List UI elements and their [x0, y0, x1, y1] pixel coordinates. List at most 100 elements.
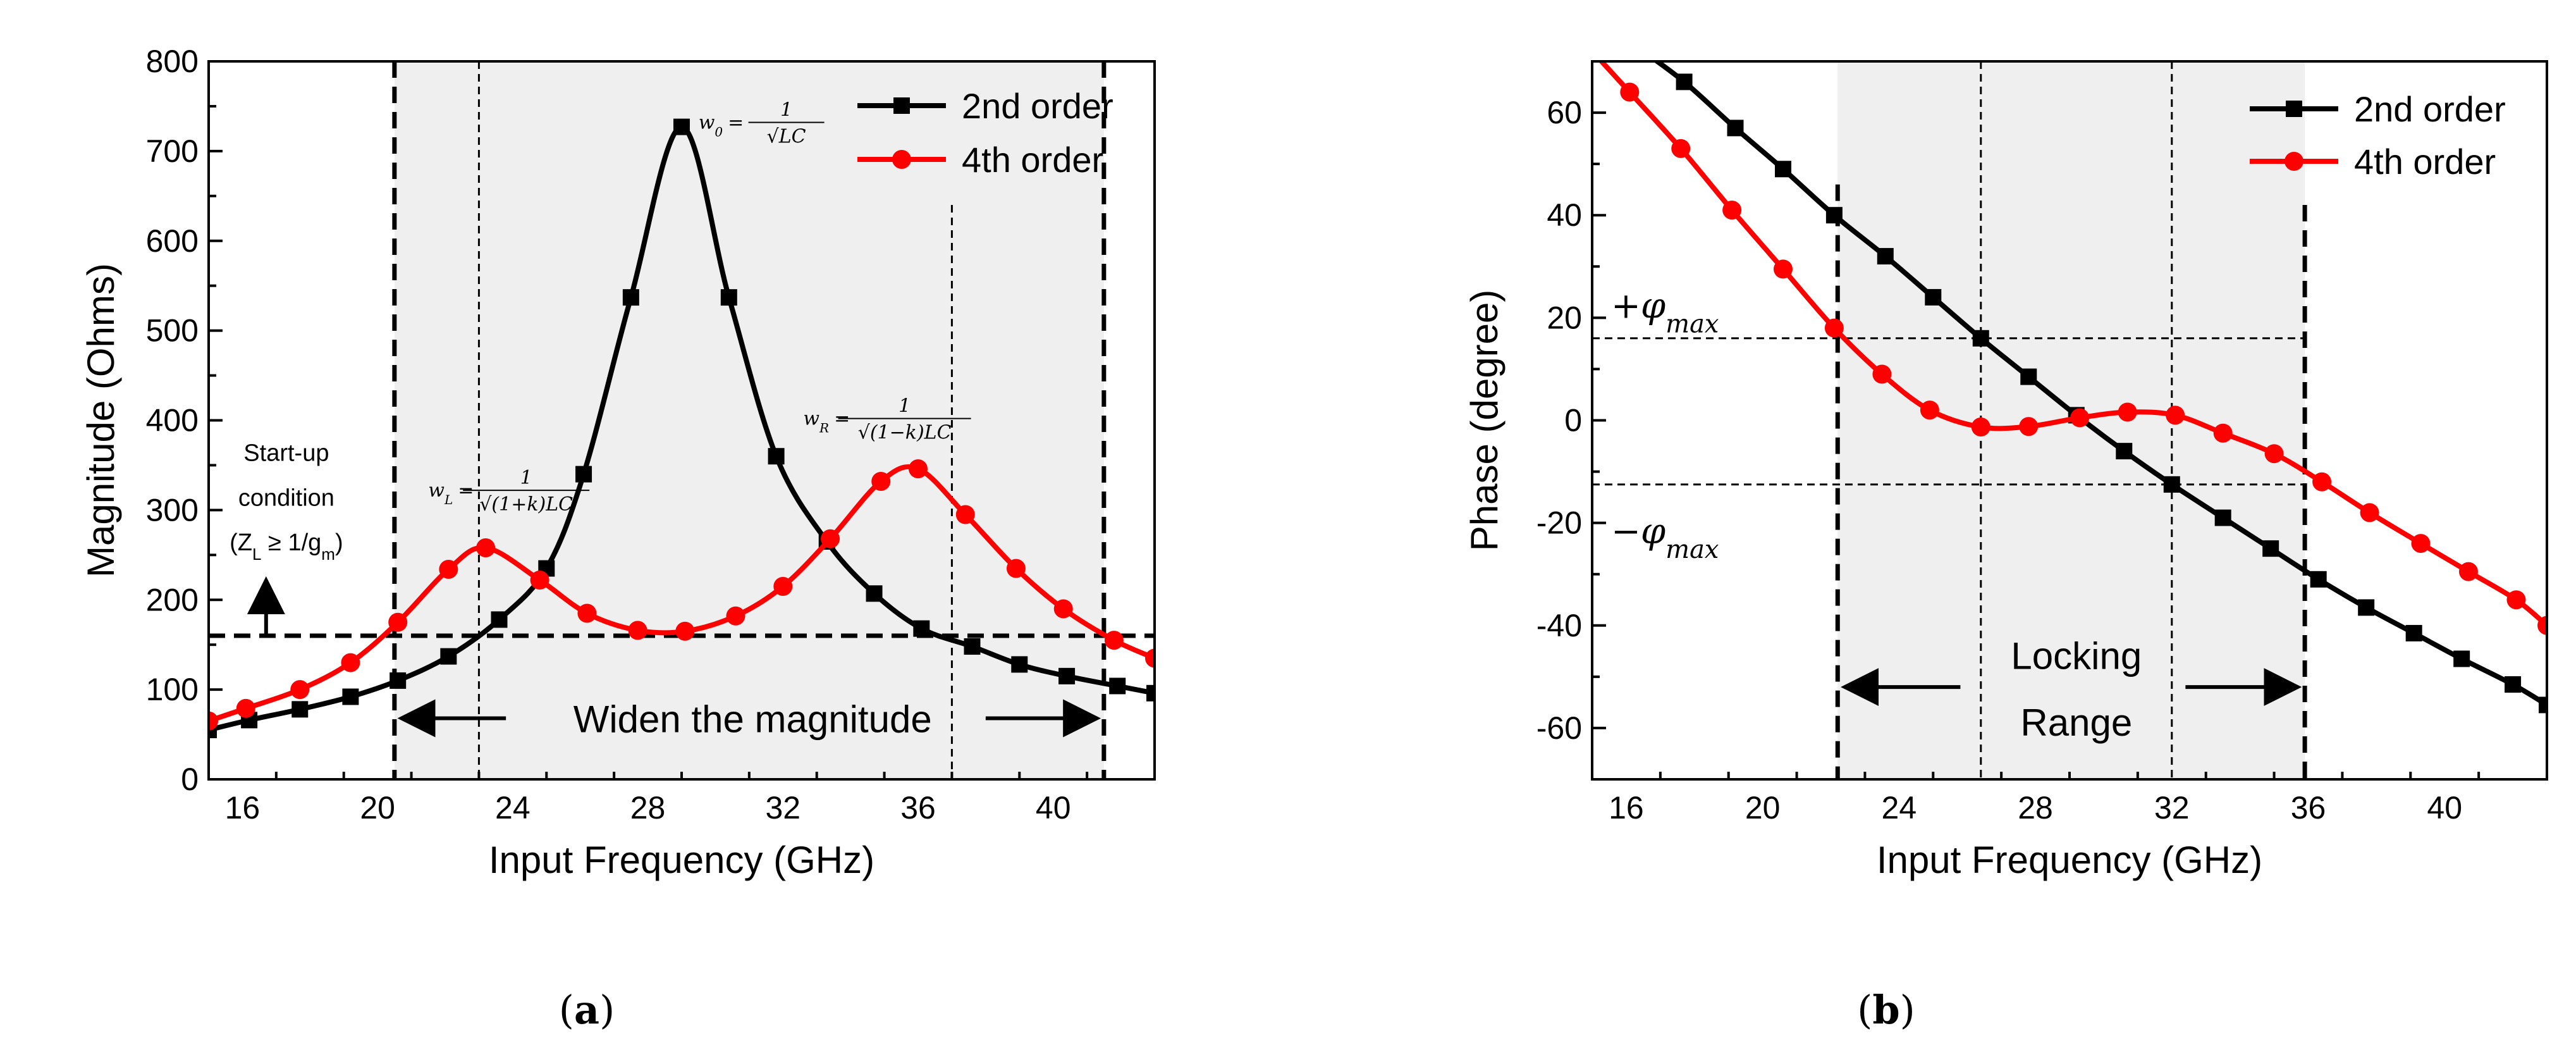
- chart-a-y-tick-label: 800: [146, 44, 199, 79]
- data-point: [2262, 540, 2279, 557]
- chart-a-y-tick-label: 400: [146, 403, 199, 438]
- chart-b-x-tick-label: 16: [1609, 790, 1644, 825]
- data-point: [2405, 624, 2422, 641]
- chart-a-legend-label-4th: 4th order: [962, 140, 1103, 180]
- chart-b-legend-label-4th: 4th order: [2354, 142, 2496, 182]
- data-point: [2070, 408, 2090, 428]
- data-point: [673, 118, 690, 135]
- chart-a: 16 20 24 28 32 36 400100200300400500600700800 …: [80, 44, 1156, 1033]
- data-point: [2118, 402, 2137, 422]
- chart-a-y-tick-label: 300: [146, 492, 199, 528]
- data-point: [1011, 656, 1028, 673]
- data-point: [476, 538, 496, 557]
- svg-text:1: 1: [899, 395, 911, 417]
- chart-b-locking-range-annotation: Locking Range: [1841, 634, 2302, 744]
- data-point: [1727, 120, 1744, 137]
- data-point: [2506, 590, 2526, 610]
- chart-b-x-tick-label: 36: [2291, 790, 2326, 825]
- data-point: [1584, 2, 1600, 18]
- chart-a-legend-marker-4th: [892, 150, 911, 169]
- data-point: [720, 289, 737, 306]
- svg-text:√LC: √LC: [767, 125, 806, 147]
- chart-a-series: [209, 118, 1155, 738]
- chart-a-x-tick-label: 36: [900, 790, 936, 825]
- data-point: [341, 653, 360, 672]
- chart-b: 16 20 24 28 32 36 40 -60 -40 -20 0 20 40 60 Input Fre…: [1463, 2, 2548, 1033]
- chart-a-x-tick-label: 24: [495, 790, 531, 825]
- data-point: [342, 688, 359, 705]
- data-point: [1671, 139, 1691, 158]
- data-point: [2264, 444, 2284, 464]
- data-point: [2214, 509, 2231, 526]
- data-point: [530, 571, 549, 590]
- svg-text:√(1+k)LC: √(1+k)LC: [479, 493, 573, 516]
- chart-a-shaded-region: [394, 61, 1104, 779]
- data-point: [1825, 207, 1843, 224]
- startup-label-line1: Start-up: [243, 440, 329, 466]
- data-point: [575, 466, 592, 483]
- data-point: [2458, 562, 2478, 581]
- chart-b-x-tick-label: 24: [1882, 790, 1917, 825]
- data-point: [209, 711, 218, 731]
- data-point: [871, 471, 891, 491]
- chart-a-x-tick-label: 16: [225, 790, 261, 825]
- data-point: [964, 638, 981, 655]
- svg-text:√(1−k)LC: √(1−k)LC: [858, 422, 952, 444]
- data-point: [2312, 472, 2332, 492]
- data-point: [1925, 288, 1942, 306]
- data-point: [1628, 38, 1645, 54]
- data-point: [2019, 417, 2039, 436]
- chart-b-series-2nd-order: [1584, 2, 2547, 714]
- chart-b-ticks: 16 20 24 28 32 36 40 -60 -40 -20 0 20 40 60: [1536, 60, 2548, 825]
- chart-b-series-4th-order: [1583, 42, 2547, 635]
- chart-b-x-tick-label: 28: [2018, 790, 2053, 825]
- data-point: [1676, 73, 1693, 90]
- startup-label-line3: (ZL ≥ 1/gm): [230, 529, 343, 564]
- data-point: [1583, 42, 1602, 61]
- chart-b-y-tick-label: -40: [1536, 608, 1582, 643]
- data-point: [2505, 676, 2522, 693]
- chart-b-y-tick-label: -60: [1536, 710, 1582, 746]
- chart-b-x-tick-label: 20: [1745, 790, 1781, 825]
- data-point: [491, 611, 508, 628]
- data-point: [1620, 82, 1640, 102]
- data-point: [1109, 677, 1126, 695]
- chart-a-y-tick-label: 500: [146, 313, 199, 349]
- data-point: [1872, 364, 1892, 384]
- data-point: [726, 606, 745, 626]
- data-point: [866, 585, 883, 602]
- data-point: [821, 529, 840, 548]
- svg-text:1: 1: [780, 99, 792, 121]
- svg-text:1: 1: [520, 467, 532, 489]
- chart-b-legend-marker-4th: [2285, 152, 2303, 171]
- data-point: [768, 448, 785, 465]
- chart-a-y-tick-label: 200: [146, 582, 199, 617]
- data-point: [622, 289, 639, 306]
- locking-range-line2: Range: [2020, 702, 2132, 744]
- chart-a-startup-annotation: Start-up condition (ZL ≥ 1/gm): [230, 440, 343, 638]
- chart-a-x-tick-label: 20: [360, 790, 395, 825]
- chart-b-y-tick-label: 20: [1547, 300, 1582, 335]
- data-point: [675, 621, 695, 641]
- startup-label-line2: condition: [238, 485, 334, 511]
- data-point: [2537, 615, 2547, 635]
- chart-a-x-tick-label: 28: [630, 790, 666, 825]
- chart-b-x-axis-label: Input Frequency (GHz): [1877, 839, 2262, 881]
- chart-b-y-tick-label: 60: [1547, 95, 1582, 130]
- data-point: [1058, 667, 1076, 684]
- chart-a-guide-lines: [209, 61, 1155, 779]
- data-point: [2020, 368, 2037, 385]
- chart-a-legend-marker-2nd: [893, 97, 910, 114]
- chart-b-y-tick-label: -20: [1536, 505, 1582, 541]
- formula-wr: wR = 1 √(1−k)LC: [803, 395, 971, 444]
- data-point: [2213, 423, 2233, 443]
- chart-a-y-axis-label: Magnitude (Ohms): [80, 263, 122, 578]
- data-point: [290, 680, 310, 700]
- chart-b-x-tick-label: 40: [2427, 790, 2462, 825]
- data-point: [2116, 443, 2133, 460]
- chart-a-legend-label-2nd: 2nd order: [962, 86, 1113, 126]
- chart-a-y-tick-label: 600: [146, 223, 199, 259]
- chart-a-legend: 2nd order 4th order: [857, 86, 1113, 180]
